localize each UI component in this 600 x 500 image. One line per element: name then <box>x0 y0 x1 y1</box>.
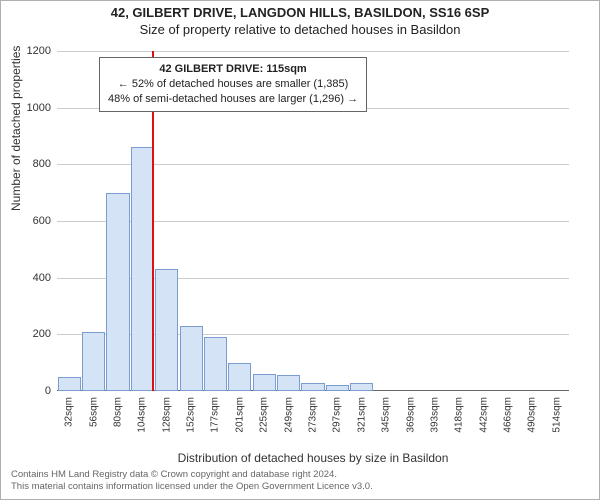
x-tick-label: 321sqm <box>356 397 367 433</box>
histogram-chart: 02004006008001000120032sqm56sqm80sqm104s… <box>57 51 569 391</box>
callout-line-smaller: ← 52% of detached houses are smaller (1,… <box>108 77 358 92</box>
x-tick-label: 393sqm <box>429 397 440 433</box>
x-tick-label: 490sqm <box>527 397 538 433</box>
y-tick-label: 200 <box>33 328 51 340</box>
histogram-bar <box>131 147 154 391</box>
histogram-bar <box>58 377 81 391</box>
histogram-bar <box>204 337 227 391</box>
histogram-bar <box>155 269 178 391</box>
x-tick-label: 345sqm <box>381 397 392 433</box>
x-tick-label: 297sqm <box>332 397 343 433</box>
x-tick-label: 201sqm <box>234 397 245 433</box>
footer-line-1: Contains HM Land Registry data © Crown c… <box>11 469 373 481</box>
histogram-bar <box>253 374 276 391</box>
x-tick-label: 273sqm <box>308 397 319 433</box>
y-tick-label: 1000 <box>27 102 51 114</box>
callout-line-larger: 48% of semi-detached houses are larger (… <box>108 92 358 107</box>
y-tick-label: 1200 <box>27 45 51 57</box>
x-tick-label: 56sqm <box>88 397 99 427</box>
x-tick-label: 177sqm <box>210 397 221 433</box>
callout-box: 42 GILBERT DRIVE: 115sqm ← 52% of detach… <box>99 57 367 112</box>
x-axis-label: Distribution of detached houses by size … <box>57 451 569 465</box>
x-tick-label: 369sqm <box>405 397 416 433</box>
x-tick-label: 249sqm <box>283 397 294 433</box>
histogram-bar <box>82 332 105 392</box>
y-tick-label: 800 <box>33 158 51 170</box>
footer-line-2: This material contains information licen… <box>11 481 373 493</box>
x-tick-label: 104sqm <box>137 397 148 433</box>
grid-line <box>57 51 569 52</box>
histogram-bar <box>350 383 373 392</box>
histogram-bar <box>180 326 203 391</box>
x-tick-label: 80sqm <box>112 397 123 427</box>
histogram-bar <box>228 363 251 391</box>
histogram-bar <box>106 193 129 391</box>
histogram-bar <box>277 375 300 391</box>
x-tick-label: 514sqm <box>551 397 562 433</box>
x-tick-label: 152sqm <box>186 397 197 433</box>
x-tick-label: 442sqm <box>478 397 489 433</box>
figure-container: 42, GILBERT DRIVE, LANGDON HILLS, BASILD… <box>0 0 600 500</box>
y-tick-label: 600 <box>33 215 51 227</box>
x-tick-label: 128sqm <box>161 397 172 433</box>
histogram-bar <box>326 385 349 391</box>
x-tick-label: 225sqm <box>259 397 270 433</box>
footer-attribution: Contains HM Land Registry data © Crown c… <box>11 469 373 493</box>
y-tick-label: 400 <box>33 272 51 284</box>
x-tick-label: 418sqm <box>454 397 465 433</box>
y-tick-label: 0 <box>45 385 51 397</box>
callout-title: 42 GILBERT DRIVE: 115sqm <box>108 62 358 77</box>
subtitle-line: Size of property relative to detached ho… <box>1 22 599 37</box>
x-tick-label: 466sqm <box>503 397 514 433</box>
x-tick-label: 32sqm <box>64 397 75 427</box>
histogram-bar <box>301 383 324 392</box>
title-block: 42, GILBERT DRIVE, LANGDON HILLS, BASILD… <box>1 1 599 37</box>
y-axis-label: Number of detached properties <box>9 46 23 211</box>
address-line: 42, GILBERT DRIVE, LANGDON HILLS, BASILD… <box>1 5 599 20</box>
